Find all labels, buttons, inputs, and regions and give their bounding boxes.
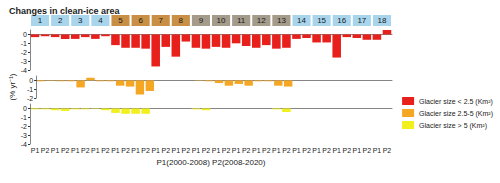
svg-text:P1(2000-2008) P2(2008-2020): P1(2000-2008) P2(2008-2020) — [157, 158, 266, 167]
svg-text:P1: P1 — [312, 147, 321, 154]
svg-text:11: 11 — [237, 16, 246, 25]
svg-text:P1: P1 — [373, 147, 382, 154]
svg-text:8: 8 — [179, 16, 184, 25]
svg-text:P2: P2 — [242, 147, 251, 154]
svg-text:P2: P2 — [383, 147, 392, 154]
svg-text:P1: P1 — [252, 147, 261, 154]
svg-text:P2: P2 — [262, 147, 271, 154]
svg-text:P2: P2 — [282, 147, 291, 154]
svg-text:5: 5 — [118, 16, 123, 25]
svg-text:Glacier size < 2.5 (Km²): Glacier size < 2.5 (Km²) — [419, 98, 493, 106]
svg-text:P1: P1 — [31, 147, 40, 154]
svg-text:-1: -1 — [27, 86, 33, 93]
svg-text:P2: P2 — [161, 147, 170, 154]
svg-text:P2: P2 — [61, 147, 70, 154]
svg-text:-3: -3 — [21, 132, 27, 139]
svg-text:15: 15 — [317, 16, 326, 25]
svg-text:P2: P2 — [222, 147, 231, 154]
svg-text:P1: P1 — [51, 147, 60, 154]
svg-text:P2: P2 — [121, 147, 130, 154]
svg-text:3: 3 — [78, 16, 83, 25]
svg-text:16: 16 — [337, 16, 346, 25]
svg-text:-2: -2 — [21, 49, 27, 56]
svg-text:-2: -2 — [27, 95, 33, 102]
svg-text:P1: P1 — [111, 147, 120, 154]
svg-text:P2: P2 — [182, 147, 191, 154]
svg-text:0: 0 — [29, 77, 33, 84]
svg-text:-4: -4 — [21, 67, 27, 74]
svg-text:Changes in clean-ice area: Changes in clean-ice area — [9, 6, 121, 16]
svg-text:P2: P2 — [202, 147, 211, 154]
svg-text:-3: -3 — [21, 58, 27, 65]
svg-text:P2: P2 — [342, 147, 351, 154]
svg-text:P1: P1 — [232, 147, 241, 154]
svg-text:0: 0 — [23, 31, 27, 38]
svg-text:P2: P2 — [81, 147, 90, 154]
svg-text:-1: -1 — [21, 114, 27, 121]
svg-text:P1: P1 — [212, 147, 221, 154]
svg-text:17: 17 — [357, 16, 366, 25]
svg-text:-4: -4 — [21, 141, 27, 148]
svg-text:14: 14 — [297, 16, 306, 25]
svg-text:Glacier size 2.5-5 (Km²): Glacier size 2.5-5 (Km²) — [419, 110, 493, 118]
svg-text:0: 0 — [23, 105, 27, 112]
svg-text:P2: P2 — [41, 147, 50, 154]
svg-text:P2: P2 — [363, 147, 372, 154]
svg-text:P2: P2 — [141, 147, 150, 154]
svg-text:2: 2 — [58, 16, 63, 25]
svg-text:P1: P1 — [292, 147, 301, 154]
svg-text:P1: P1 — [151, 147, 160, 154]
svg-text:13: 13 — [277, 16, 286, 25]
svg-text:10: 10 — [217, 16, 226, 25]
svg-text:-2: -2 — [21, 123, 27, 130]
svg-text:6: 6 — [138, 16, 143, 25]
svg-text:P1: P1 — [91, 147, 100, 154]
svg-text:18: 18 — [377, 16, 386, 25]
svg-text:P1: P1 — [192, 147, 201, 154]
svg-text:1: 1 — [38, 16, 43, 25]
svg-text:7: 7 — [158, 16, 163, 25]
svg-text:P1: P1 — [172, 147, 181, 154]
svg-text:P2: P2 — [322, 147, 331, 154]
svg-text:P2: P2 — [101, 147, 110, 154]
svg-text:P1: P1 — [272, 147, 281, 154]
svg-text:P2: P2 — [302, 147, 311, 154]
svg-text:P1: P1 — [332, 147, 341, 154]
svg-text:P1: P1 — [353, 147, 362, 154]
svg-text:4: 4 — [98, 16, 103, 25]
svg-text:9: 9 — [199, 16, 204, 25]
svg-text:Glacier size > 5 (Km²): Glacier size > 5 (Km²) — [419, 122, 487, 130]
svg-text:12: 12 — [257, 16, 266, 25]
svg-text:-1: -1 — [21, 40, 27, 47]
svg-text:P1: P1 — [131, 147, 140, 154]
svg-text:(% yr⁻¹): (% yr⁻¹) — [8, 73, 17, 100]
svg-text:P1: P1 — [71, 147, 80, 154]
